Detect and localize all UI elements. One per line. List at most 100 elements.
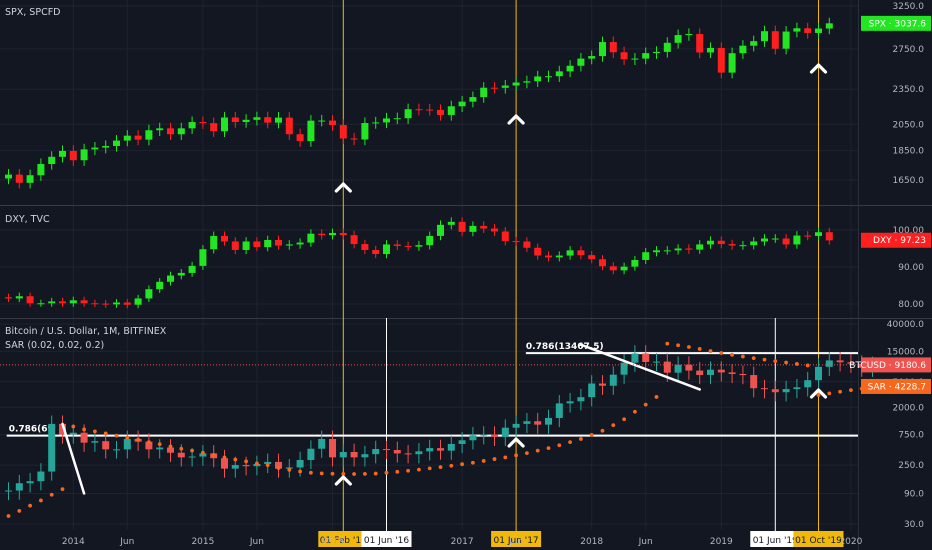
candle-body bbox=[793, 235, 801, 245]
date-marker-label: 01 Feb '16 bbox=[320, 536, 367, 546]
candle-body bbox=[69, 150, 77, 161]
candle-body bbox=[318, 233, 326, 236]
candle-body bbox=[458, 101, 466, 107]
sar-dot bbox=[17, 509, 22, 513]
y-tick-label: 1650.0 bbox=[893, 176, 925, 186]
candle-body bbox=[285, 244, 293, 246]
candle-body bbox=[685, 364, 693, 371]
sar-dot bbox=[319, 471, 324, 476]
candle-body bbox=[264, 239, 272, 248]
y-tick-label: 3250.0 bbox=[893, 2, 925, 12]
x-tick-label: 2018 bbox=[580, 537, 603, 547]
candle-body bbox=[350, 452, 358, 458]
candle-body bbox=[437, 448, 444, 451]
candle-body bbox=[177, 128, 185, 135]
candle-body bbox=[102, 303, 110, 305]
candle-body bbox=[5, 297, 12, 299]
candle-body bbox=[696, 370, 704, 375]
candle-body bbox=[609, 266, 617, 271]
candle-body bbox=[415, 245, 423, 247]
btc-last-badge-label: BTCUSD · 9180.6 bbox=[849, 361, 926, 371]
sar-dot bbox=[676, 343, 680, 348]
candle-body bbox=[815, 28, 822, 33]
candle-body bbox=[480, 434, 488, 436]
spx-pane[interactable] bbox=[5, 17, 833, 189]
sar-dot bbox=[708, 349, 713, 353]
candle-body bbox=[458, 440, 466, 444]
sar-last-badge bbox=[861, 378, 931, 394]
candle-body bbox=[512, 82, 520, 86]
candle-body bbox=[145, 441, 153, 450]
candle-body bbox=[102, 441, 110, 450]
candle-body bbox=[631, 58, 639, 60]
candle-body bbox=[329, 232, 336, 236]
sar-dot bbox=[39, 498, 43, 503]
up-arrow-icon bbox=[809, 388, 828, 399]
sar-dot bbox=[125, 435, 130, 440]
sar-dot bbox=[28, 503, 32, 508]
candle-body bbox=[545, 76, 552, 78]
dxy-pane[interactable] bbox=[5, 217, 833, 309]
btc-last-badge bbox=[861, 357, 931, 373]
candle-body bbox=[264, 461, 272, 464]
sar-dot bbox=[730, 352, 734, 357]
date-marker-label: 01 Jun '16 bbox=[364, 536, 409, 546]
sar-dot bbox=[557, 443, 562, 448]
candle-body bbox=[361, 123, 369, 140]
spx-last-badge-label: SPX · 3037.6 bbox=[869, 19, 927, 29]
up-arrow-icons bbox=[334, 63, 828, 486]
sar-dot bbox=[244, 459, 249, 464]
sar-dot bbox=[114, 433, 119, 438]
sar-dot bbox=[784, 360, 788, 365]
y-tick-label: 2750.0 bbox=[893, 45, 925, 55]
candle-body bbox=[177, 272, 185, 276]
date-marker-label: 01 Jun '17 bbox=[494, 536, 539, 546]
candle-body bbox=[242, 465, 250, 467]
candle-body bbox=[404, 245, 412, 247]
y-tick-label: 40000.0 bbox=[887, 320, 924, 330]
candle-body bbox=[653, 361, 660, 363]
candle-body bbox=[48, 423, 56, 472]
candle-body bbox=[458, 221, 466, 232]
x-tick-label: 2014 bbox=[62, 537, 85, 547]
sar-dot bbox=[654, 395, 659, 399]
price-axes: 3250.0 2750.0 2350.0 2050.0 1850.0 1650.0 100.… bbox=[0, 2, 931, 530]
candle-body bbox=[404, 453, 412, 455]
candle-body bbox=[717, 369, 725, 373]
candle-body bbox=[5, 490, 12, 492]
sar-dot bbox=[222, 455, 227, 460]
y-tick-label: 250.0 bbox=[898, 461, 924, 471]
candle-body bbox=[512, 241, 520, 243]
candle-body bbox=[761, 238, 768, 242]
sar-dot bbox=[82, 427, 86, 432]
sar-dot bbox=[211, 453, 216, 457]
candle-body bbox=[383, 449, 390, 451]
x-tick-label: 2016 bbox=[321, 537, 344, 547]
btc-pane[interactable] bbox=[5, 341, 876, 518]
candle-body bbox=[825, 232, 833, 241]
sar-dot bbox=[719, 351, 724, 355]
sar-dot bbox=[363, 471, 367, 476]
candle-body bbox=[566, 401, 574, 404]
date-marker-label: 01 Oct '19 bbox=[795, 536, 842, 546]
candle-body bbox=[685, 248, 693, 250]
candle-body bbox=[491, 87, 498, 89]
spx-last-badge bbox=[861, 15, 931, 31]
sar-dot bbox=[611, 423, 616, 428]
sar-dot bbox=[427, 466, 432, 471]
sar-dot bbox=[568, 440, 572, 445]
sar-dot bbox=[762, 357, 767, 362]
candle-body bbox=[372, 122, 380, 124]
sar-dot bbox=[71, 424, 76, 429]
candle-body bbox=[167, 128, 174, 135]
candle-body bbox=[199, 453, 207, 457]
sar-dot bbox=[298, 469, 302, 474]
candle-body bbox=[523, 81, 531, 83]
candle-body bbox=[750, 41, 758, 46]
candle-body bbox=[15, 174, 23, 183]
candle-body bbox=[739, 373, 747, 376]
candle-body bbox=[501, 231, 509, 242]
sar-dot bbox=[471, 460, 475, 465]
candle-body bbox=[253, 117, 261, 120]
